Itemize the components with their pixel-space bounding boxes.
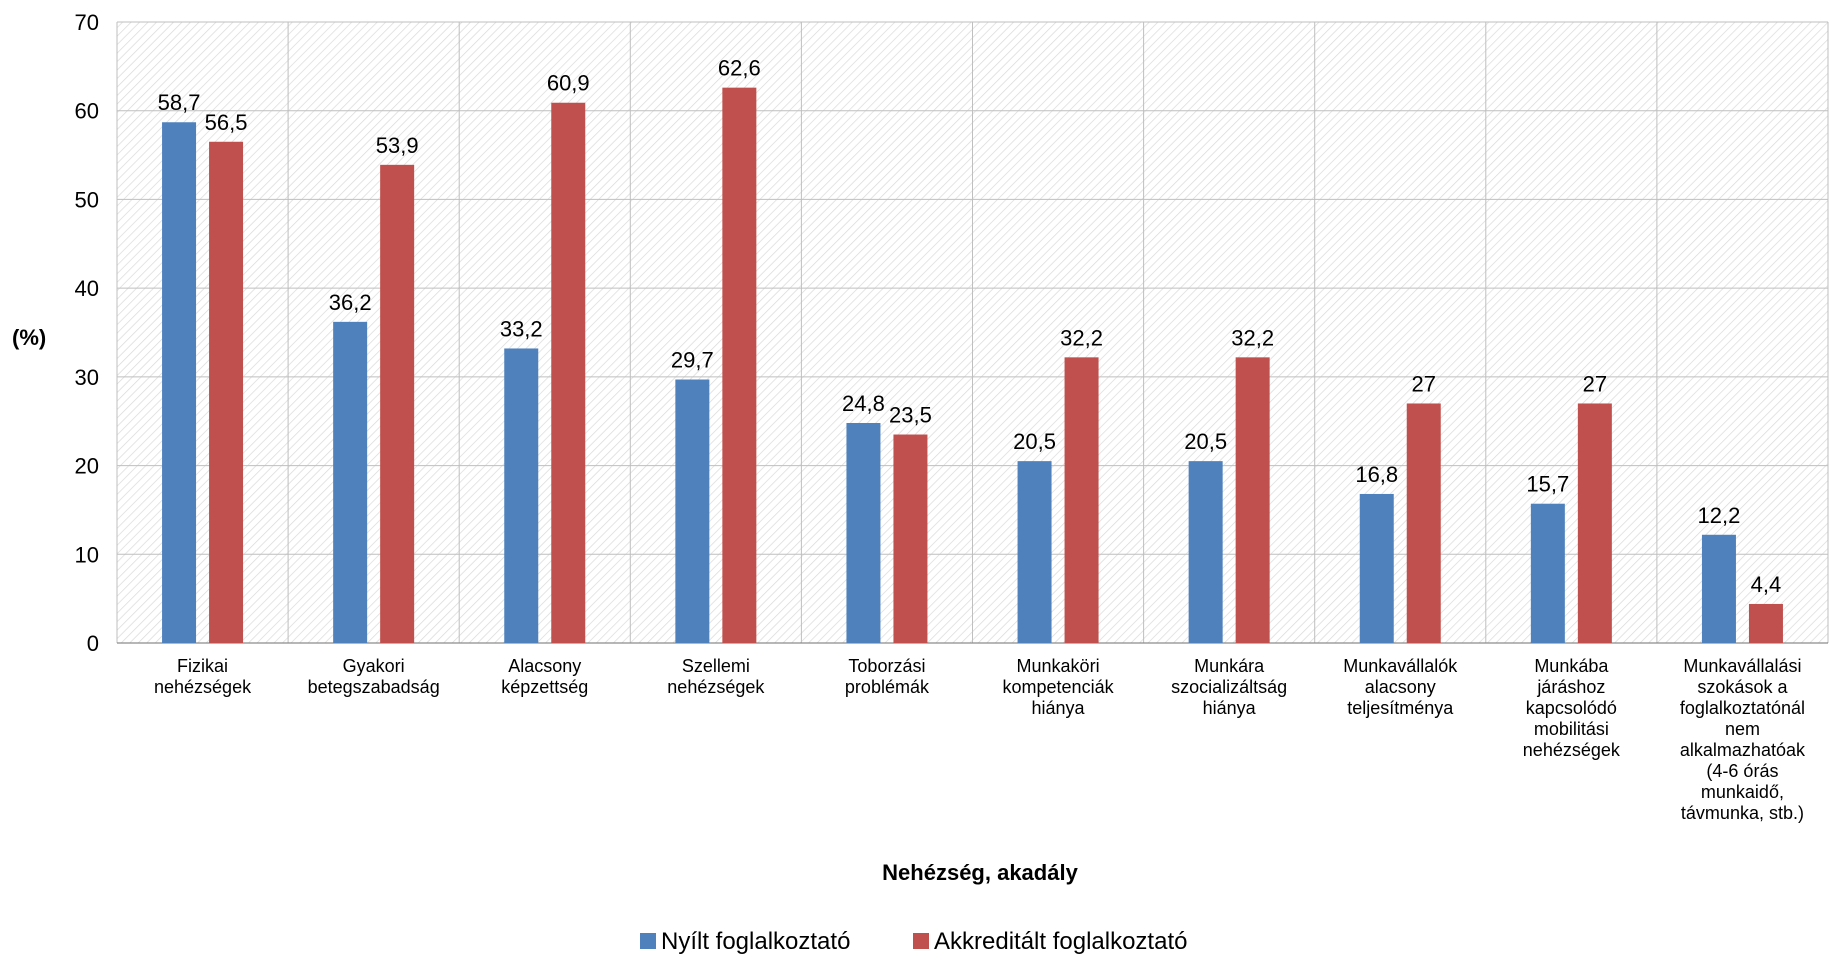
x-tick-label: Munkavállalók alacsony teljesítménya (1343, 656, 1458, 718)
bar (162, 122, 197, 644)
x-tick-label: Szellemi nehézségek (667, 656, 765, 697)
data-label: 33,2 (500, 316, 543, 341)
bar (722, 87, 757, 644)
bar (1359, 493, 1394, 643)
y-tick-label: 50 (75, 187, 99, 212)
y-tick-label: 60 (75, 99, 99, 124)
x-tick-label: Toborzási problémák (845, 656, 930, 697)
legend-label: Akkreditált foglalkoztató (934, 928, 1187, 955)
data-label: 29,7 (671, 348, 714, 373)
x-axis-title: Nehézség, akadály (882, 860, 1078, 885)
data-label: 12,2 (1698, 503, 1741, 528)
bar (209, 141, 244, 643)
data-label: 4,4 (1751, 572, 1782, 597)
x-tick-label: Alacsony képzettség (501, 656, 588, 697)
data-label: 20,5 (1184, 429, 1227, 454)
bar (1748, 603, 1783, 643)
bar (551, 102, 586, 644)
data-label: 16,8 (1355, 462, 1398, 487)
data-label: 36,2 (329, 290, 372, 315)
bar (846, 422, 881, 643)
bar (893, 434, 928, 643)
y-tick-label: 70 (75, 10, 99, 35)
data-label: 53,9 (376, 133, 419, 158)
legend-label: Nyílt foglalkoztató (661, 928, 850, 955)
bar (504, 348, 539, 643)
data-label: 60,9 (547, 71, 590, 96)
bar (1530, 503, 1565, 643)
y-axis-ticks: 0 10 20 30 40 50 60 70 (75, 10, 99, 656)
x-tick-label: Munkába járáshoz kapcsolódó mobilitási nehéz… (1523, 656, 1621, 760)
data-label: 32,2 (1231, 325, 1274, 350)
data-label: 62,6 (718, 56, 761, 81)
bar (675, 379, 710, 643)
data-label: 58,7 (158, 90, 201, 115)
bar (1235, 357, 1270, 643)
y-tick-label: 30 (75, 365, 99, 390)
bar (1064, 357, 1099, 643)
bar (380, 164, 415, 643)
data-labels: 58,7 36,2 33,2 29,7 24,8 20,5 20,5 16,8 15,7 12,2… (158, 56, 1782, 597)
data-label: 27 (1412, 371, 1436, 396)
legend-swatch (913, 933, 929, 949)
data-label: 56,5 (205, 110, 248, 135)
legend-swatch (640, 933, 656, 949)
bar (1017, 461, 1052, 643)
x-tick-label: Munkavállalási szokások a foglalkoztatónál… (1680, 656, 1806, 823)
bar (333, 321, 368, 643)
y-tick-label: 10 (75, 542, 99, 567)
y-tick-label: 20 (75, 454, 99, 479)
y-axis-title: (%) (12, 325, 46, 350)
bars (162, 87, 1783, 644)
data-label: 15,7 (1526, 472, 1569, 497)
bar (1577, 403, 1612, 643)
data-label: 32,2 (1060, 325, 1103, 350)
x-tick-label: Munkaköri kompetenciák hiánya (1003, 656, 1115, 718)
data-label: 20,5 (1013, 429, 1056, 454)
bar (1406, 403, 1441, 643)
x-tick-label: Gyakori betegszabadság (308, 656, 440, 697)
y-tick-label: 0 (87, 631, 99, 656)
x-tick-label: Fizikai nehézségek (154, 656, 252, 697)
data-label: 27 (1583, 371, 1607, 396)
y-tick-label: 40 (75, 276, 99, 301)
x-axis-categories: Fizikai nehézségek Gyakori betegszabadság Al… (154, 656, 1806, 823)
bar (1701, 534, 1736, 643)
legend: Nyílt foglalkoztató Akkreditált foglalkoz… (640, 928, 1187, 955)
data-label: 24,8 (842, 391, 885, 416)
bar (1188, 461, 1223, 643)
x-tick-label: Munkára szocializáltság hiánya (1171, 656, 1287, 718)
data-label: 23,5 (889, 403, 932, 428)
